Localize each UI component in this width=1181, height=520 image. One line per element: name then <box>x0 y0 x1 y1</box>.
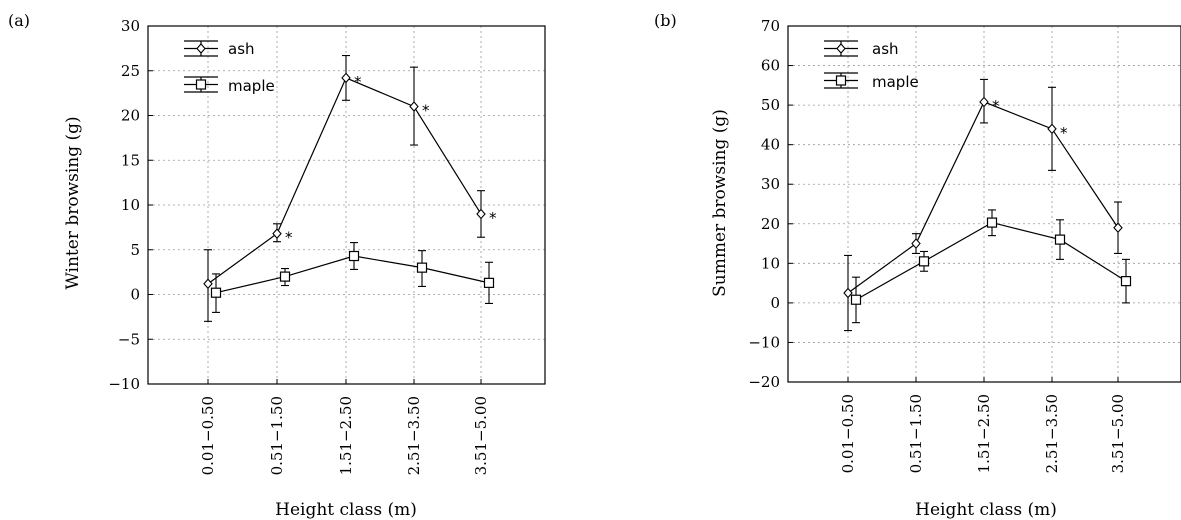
y-axis-title: Summer browsing (g) <box>710 109 730 297</box>
significance-star: * <box>1060 124 1068 142</box>
marker-maple <box>918 256 930 267</box>
y-tick-label: 15 <box>121 151 140 169</box>
x-tick-label: 1.51−2.50 <box>337 396 355 475</box>
panel-letter: (b) <box>654 11 677 30</box>
y-tick-label: 10 <box>761 254 780 272</box>
significance-star: * <box>285 229 293 247</box>
x-tick-label: 0.51−1.50 <box>268 396 286 475</box>
legend-swatch-maple <box>184 76 218 93</box>
marker-maple <box>850 294 862 305</box>
plot-frame <box>147 25 546 385</box>
x-tick-label: 0.01−0.50 <box>839 394 857 473</box>
plot-area: 30 25 20 15 10 5 0 −5 −10 0.01−0.50 0.51−1.50 1.51−… <box>108 17 546 475</box>
x-tick-label: 3.51−5.00 <box>472 396 490 475</box>
legend: ash maple <box>824 40 919 91</box>
y-tick-label: 60 <box>761 57 780 75</box>
marker-ash <box>272 228 282 239</box>
marker-maple <box>416 262 428 273</box>
marker-ash <box>979 96 989 108</box>
x-tick-label: 1.51−2.50 <box>975 394 993 473</box>
y-tick-label: 40 <box>761 136 780 154</box>
marker-maple <box>1054 234 1066 245</box>
marker-maple <box>210 287 222 298</box>
legend-swatch-ash <box>824 40 858 57</box>
legend-label-ash: ash <box>872 40 899 58</box>
marker-ash <box>203 278 213 290</box>
marker-maple <box>1120 276 1132 287</box>
y-tick-label: −5 <box>118 330 140 348</box>
plot-area: 70 60 50 40 30 20 10 0 −10 −20 0.01−0.50 0.51−1.50 1… <box>748 17 1181 473</box>
y-tick-label: −10 <box>108 375 140 393</box>
series-maple <box>850 209 1132 324</box>
x-tick-label: 2.51−3.50 <box>405 396 423 475</box>
x-tick-label: 0.51−1.50 <box>907 394 925 473</box>
x-tick-label: 0.01−0.50 <box>199 396 217 475</box>
panel-b-chart: (b) Summer browsing (g) Height class (m)… <box>654 11 1181 520</box>
y-tick-label: 70 <box>761 17 780 35</box>
y-tick-label: 20 <box>121 107 140 125</box>
y-tick-label: 20 <box>761 215 780 233</box>
y-tick-label: −10 <box>748 333 780 351</box>
x-axis-title: Height class (m) <box>275 500 417 520</box>
x-axis-title: Height class (m) <box>915 500 1057 520</box>
y-tick-label: 25 <box>121 62 140 80</box>
panel-letter: (a) <box>8 11 30 30</box>
series-ash: * * * * <box>203 54 497 322</box>
marker-maple <box>986 217 998 228</box>
marker-ash <box>1113 222 1123 234</box>
marker-ash <box>911 238 921 249</box>
significance-star: * <box>489 209 497 227</box>
x-tick-label: 2.51−3.50 <box>1043 394 1061 473</box>
plot-frame <box>787 25 1181 383</box>
series-maple <box>210 242 495 313</box>
marker-maple <box>483 277 495 288</box>
significance-star: * <box>422 102 430 120</box>
legend: ash maple <box>184 40 275 95</box>
y-tick-label: 5 <box>130 241 140 259</box>
y-tick-label: −20 <box>748 373 780 391</box>
y-tick-label: 50 <box>761 96 780 114</box>
y-tick-label: 30 <box>121 17 140 35</box>
marker-maple <box>279 271 291 282</box>
y-tick-label: 0 <box>770 294 780 312</box>
legend-label-maple: maple <box>228 77 275 95</box>
marker-ash <box>409 101 419 112</box>
marker-ash <box>341 72 351 84</box>
series-ash: ** <box>843 78 1123 332</box>
legend-swatch-ash <box>184 40 218 57</box>
x-tick-label: 3.51−5.00 <box>1109 394 1127 473</box>
marker-ash <box>476 208 486 220</box>
y-tick-label: 30 <box>761 175 780 193</box>
marker-ash <box>1047 123 1057 135</box>
legend-label-ash: ash <box>228 40 255 58</box>
marker-ash <box>843 287 853 299</box>
panel-a-chart: (a) Winter browsing (g) Height class (m)… <box>8 11 546 520</box>
y-tick-label: 10 <box>121 196 140 214</box>
y-tick-label: 0 <box>130 286 140 304</box>
marker-maple <box>348 250 360 262</box>
significance-star: * <box>354 73 362 91</box>
legend-label-maple: maple <box>872 73 919 91</box>
y-axis-title: Winter browsing (g) <box>63 116 83 289</box>
significance-star: * <box>992 97 1000 115</box>
legend-swatch-maple <box>824 72 858 89</box>
